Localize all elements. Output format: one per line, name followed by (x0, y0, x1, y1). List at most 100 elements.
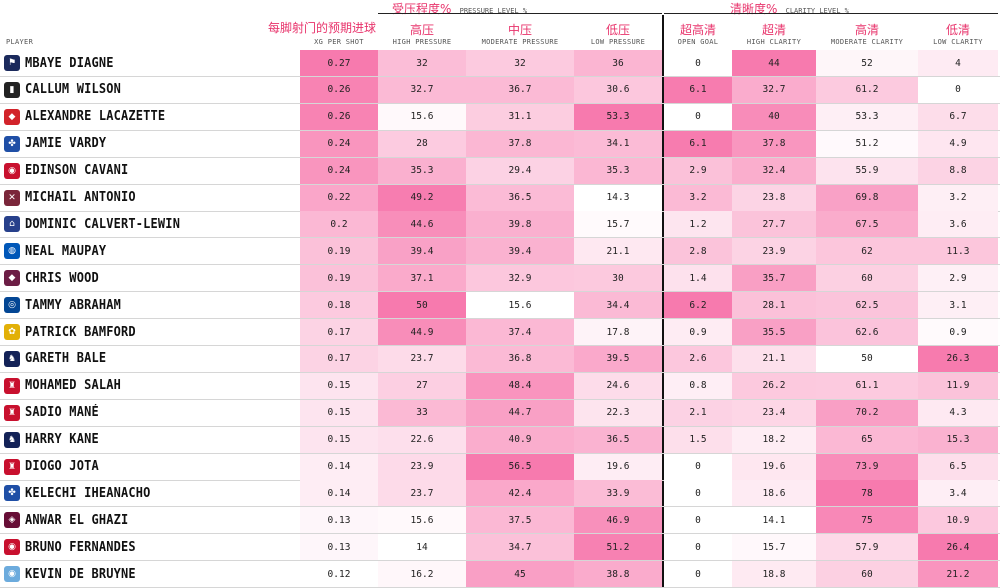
manutd-crest-icon: ◉ (4, 539, 20, 556)
value-cell-1: 15.6 (378, 103, 466, 130)
player-cell: ◉ KEVIN DE BRUYNE (4, 561, 145, 587)
value-cell-4: 6.1 (664, 76, 732, 103)
value-cell-2: 39.4 (466, 238, 574, 265)
table-row: ✤ JAMIE VARDY 0.24 28 37.8 34.1 6.1 37.8 51.2 4.9 (0, 130, 1000, 158)
player-cell: ♜ DIOGO JOTA (4, 454, 105, 480)
table-row: ✿ PATRICK BAMFORD 0.17 44.9 37.4 17.8 0.9 35.5 6… (0, 319, 1000, 346)
value-cell-7: 2.9 (918, 265, 998, 292)
table-row: ♞ GARETH BALE 0.17 23.7 36.8 39.5 2.6 21.1 50 26.… (0, 345, 1000, 373)
value-cell-5: 19.6 (732, 453, 816, 480)
xg-header-cn: 每脚射门的预期进球 (268, 21, 377, 35)
value-cell-3: 15.7 (574, 211, 662, 238)
value-cell-0: 0.26 (300, 76, 378, 103)
value-cell-5: 35.7 (732, 265, 816, 292)
value-cell-2: 15.6 (466, 292, 574, 319)
value-cell-3: 22.3 (574, 399, 662, 426)
clarity-group-header: 清晰度% CLARITY LEVEL % (730, 0, 849, 17)
value-cell-6: 52 (816, 50, 918, 76)
player-name: MOHAMED SALAH (25, 378, 122, 394)
value-cell-0: 0.22 (300, 184, 378, 211)
westham-crest-icon: ✕ (4, 189, 20, 206)
value-cell-3: 51.2 (574, 534, 662, 561)
value-cell-7: 3.4 (918, 480, 998, 507)
value-cell-4: 1.4 (664, 265, 732, 292)
value-cell-2: 39.8 (466, 211, 574, 238)
value-cell-7: 6.7 (918, 103, 998, 130)
value-cell-5: 40 (732, 103, 816, 130)
player-cell: ▮ CALLUM WILSON (4, 77, 129, 103)
table-row: ♞ HARRY KANE 0.15 22.6 40.9 36.5 1.5 18.2 65 15.3 (0, 426, 1000, 454)
value-cell-3: 53.3 (574, 103, 662, 130)
value-cell-7: 4 (918, 50, 998, 76)
value-cell-1: 23.7 (378, 345, 466, 372)
player-name: CHRIS WOOD (25, 270, 99, 286)
player-cell: ◎ TAMMY ABRAHAM (4, 292, 129, 318)
player-name: ANWAR EL GHAZI (25, 512, 129, 528)
column-header-en-0: XG PER SHOT (314, 38, 364, 46)
column-header-cn-2: 中压 (507, 23, 532, 37)
column-header-en-4: OPEN GOAL (677, 38, 719, 46)
value-cell-6: 51.2 (816, 130, 918, 157)
value-cell-3: 36.5 (574, 426, 662, 453)
column-header-cn-4: 超高清 (679, 23, 716, 37)
group-separator (662, 15, 664, 588)
value-cell-1: 50 (378, 292, 466, 319)
value-cell-6: 67.5 (816, 211, 918, 238)
value-cell-7: 26.3 (918, 345, 998, 372)
value-cell-0: 0.24 (300, 130, 378, 157)
value-cell-0: 0.13 (300, 534, 378, 561)
value-cell-0: 0.15 (300, 399, 378, 426)
value-cell-7: 3.1 (918, 292, 998, 319)
value-cell-4: 1.2 (664, 211, 732, 238)
value-cell-6: 57.9 (816, 534, 918, 561)
player-name: HARRY KANE (25, 432, 99, 448)
burnley-crest-icon: ◆ (4, 270, 20, 287)
tottenham-crest-icon: ♞ (4, 350, 20, 367)
pressure-group-en: PRESSURE LEVEL % (459, 7, 528, 15)
player-name: MICHAIL ANTONIO (25, 190, 136, 205)
player-cell: ⌂ DOMINIC CALVERT-LEWIN (4, 211, 194, 237)
value-cell-6: 65 (816, 426, 918, 453)
column-header-en-2: MODERATE PRESSURE (481, 38, 559, 46)
value-cell-5: 23.9 (732, 238, 816, 265)
player-cell: ✤ JAMIE VARDY (4, 131, 113, 157)
player-cell: ◉ EDINSON CAVANI (4, 158, 137, 184)
value-cell-4: 3.2 (664, 184, 732, 211)
value-cell-6: 62.6 (816, 319, 918, 345)
value-cell-3: 24.6 (574, 372, 662, 399)
leeds-crest-icon: ✿ (4, 324, 20, 340)
value-cell-2: 32.9 (466, 265, 574, 292)
column-header-en-6: MODERATE CLARITY (830, 38, 904, 46)
player-name: ALEXANDRE LACAZETTE (25, 109, 166, 125)
value-cell-7: 26.4 (918, 534, 998, 561)
value-cell-7: 4.9 (918, 130, 998, 157)
value-cell-0: 0.26 (300, 103, 378, 130)
value-cell-4: 0 (664, 507, 732, 534)
value-cell-6: 60 (816, 561, 918, 588)
value-cell-1: 37.1 (378, 265, 466, 292)
player-name: CALLUM WILSON (25, 82, 122, 98)
value-cell-7: 21.2 (918, 561, 998, 588)
value-cell-4: 0 (664, 50, 732, 76)
table-row: ◍ NEAL MAUPAY 0.19 39.4 39.4 21.1 2.8 23.9 62 11.… (0, 238, 1000, 266)
column-header-en-7: LOW CLARITY (933, 38, 983, 46)
player-name: NEAL MAUPAY (25, 243, 107, 259)
leicester-crest-icon: ✤ (4, 485, 20, 502)
table-row: ♜ SADIO MANÉ 0.15 33 44.7 22.3 2.1 23.4 70.2 4.3 (0, 399, 1000, 427)
value-cell-3: 36 (574, 50, 662, 76)
value-cell-1: 22.6 (378, 426, 466, 453)
value-cell-1: 32 (378, 50, 466, 76)
player-cell: ♞ GARETH BALE (4, 346, 113, 372)
brighton-crest-icon: ◍ (4, 243, 20, 260)
value-cell-6: 50 (816, 345, 918, 372)
value-cell-7: 0.9 (918, 319, 998, 345)
player-cell: ♜ MOHAMED SALAH (4, 373, 129, 399)
value-cell-6: 62.5 (816, 292, 918, 319)
player-cell: ◆ ALEXANDRE LACAZETTE (4, 104, 178, 130)
column-header-cn-5: 超清 (761, 23, 786, 37)
mancity-crest-icon: ◉ (4, 566, 20, 583)
value-cell-5: 21.1 (732, 345, 816, 372)
value-cell-2: 34.7 (466, 534, 574, 561)
value-cell-3: 38.8 (574, 561, 662, 588)
value-cell-6: 61.2 (816, 76, 918, 103)
